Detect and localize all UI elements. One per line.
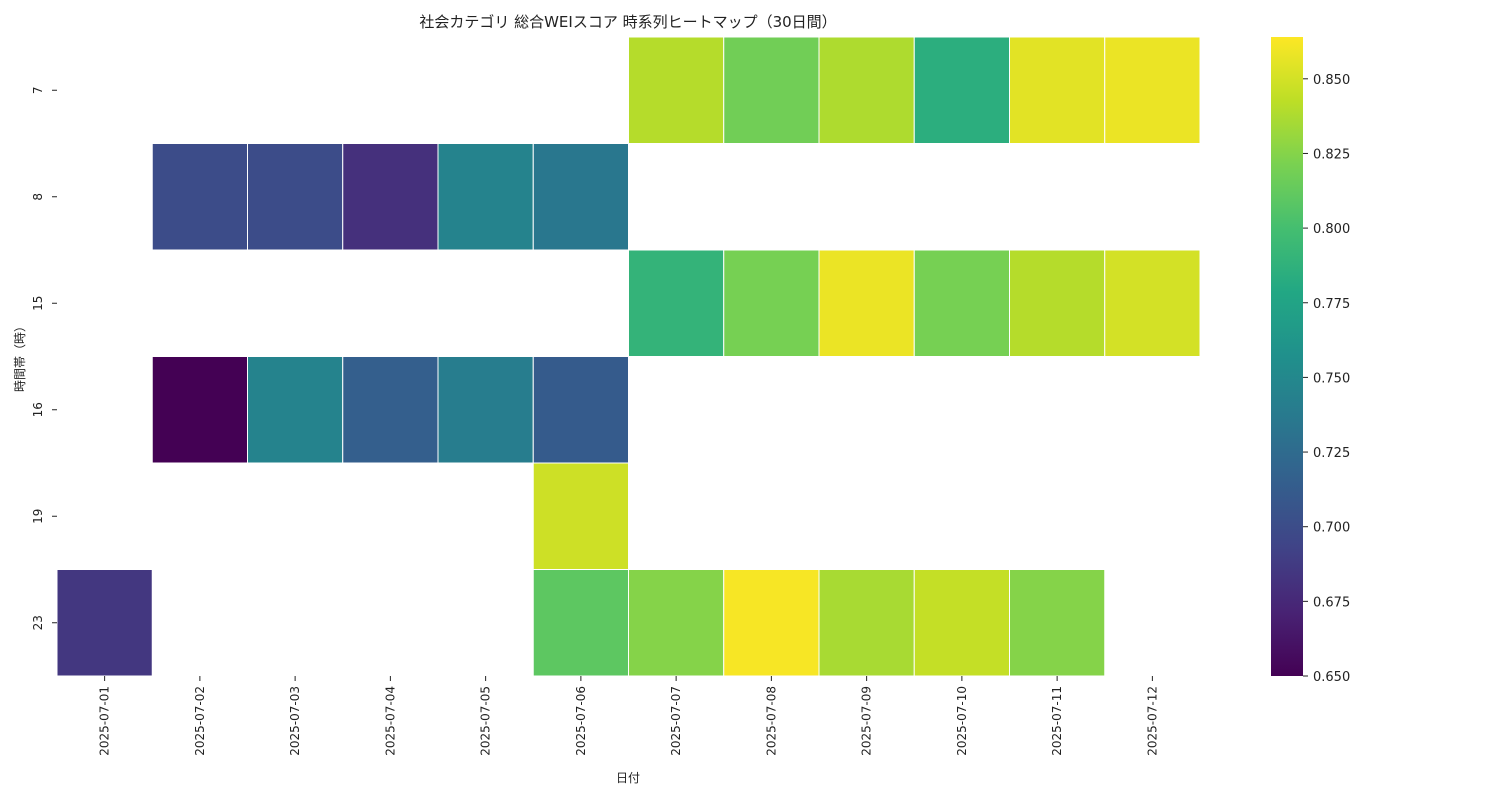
heatmap-cell (818, 569, 915, 677)
colorbar (1271, 37, 1303, 676)
heatmap-cell (56, 569, 153, 677)
x-tick-label: 2025-07-10 (955, 686, 969, 756)
y-axis-label: 時間帯（時） (13, 320, 27, 392)
colorbar-tick-label: 0.725 (1313, 446, 1350, 461)
heatmap-cell (723, 569, 820, 677)
heatmap-cell (532, 143, 629, 251)
x-tick-label: 2025-07-12 (1145, 686, 1159, 756)
heatmap-cell (1009, 569, 1106, 677)
heatmap-cell (151, 143, 248, 251)
x-tick-label: 2025-07-01 (98, 686, 112, 756)
colorbar-ticks: 0.650 0.675 0.700 0.725 0.750 0.775 0.800 0.825… (1303, 73, 1350, 685)
y-tick-label: 23 (31, 615, 45, 630)
heatmap-cell (151, 356, 248, 464)
chart-title: 社会カテゴリ 総合WEIスコア 時系列ヒートマップ（30日間） (419, 13, 836, 31)
y-axis-ticks: 7 8 15 16 19 23 (31, 86, 57, 630)
x-tick-label: 2025-07-08 (764, 686, 778, 756)
heatmap-cell (342, 356, 439, 464)
heatmap-cell (1104, 36, 1201, 144)
y-tick-label: 7 (31, 86, 45, 94)
heatmap-cell (818, 36, 915, 144)
x-tick-label: 2025-07-03 (288, 686, 302, 756)
heatmap-cell (818, 249, 915, 357)
x-tick-label: 2025-07-11 (1050, 686, 1064, 756)
y-tick-label: 15 (31, 296, 45, 311)
x-tick-label: 2025-07-06 (574, 686, 588, 756)
colorbar-tick-label: 0.675 (1313, 595, 1350, 610)
x-tick-label: 2025-07-07 (669, 686, 683, 756)
heatmap-cell (723, 249, 820, 357)
x-tick-label: 2025-07-09 (860, 686, 874, 756)
heatmap-cell (913, 569, 1010, 677)
x-tick-label: 2025-07-04 (383, 686, 397, 756)
heatmap-cell (913, 36, 1010, 144)
heatmap-cell (628, 36, 725, 144)
heatmap-cell (913, 249, 1010, 357)
heatmap-cell (628, 249, 725, 357)
heatmap-cell (247, 143, 344, 251)
heatmap-cell (437, 356, 534, 464)
heatmap-cell (532, 356, 629, 464)
x-axis-ticks: 2025-07-01 2025-07-02 2025-07-03 2025-07-04… (98, 676, 1159, 756)
heatmap-cell (723, 36, 820, 144)
x-tick-label: 2025-07-02 (193, 686, 207, 756)
colorbar-tick-label: 0.700 (1313, 521, 1350, 536)
colorbar-tick-label: 0.850 (1313, 73, 1350, 88)
y-tick-label: 19 (31, 509, 45, 524)
colorbar-tick-label: 0.750 (1313, 371, 1350, 386)
y-tick-label: 16 (31, 402, 45, 417)
heatmap-cell (342, 143, 439, 251)
y-tick-label: 8 (31, 193, 45, 201)
colorbar-tick-label: 0.775 (1313, 297, 1350, 312)
x-tick-label: 2025-07-05 (479, 686, 493, 756)
heatmap-cell (437, 143, 534, 251)
heatmap-cell (1009, 249, 1106, 357)
heatmap-cell (1104, 249, 1201, 357)
heatmap-cells (56, 36, 1201, 677)
heatmap-cell (1009, 36, 1106, 144)
colorbar-tick-label: 0.800 (1313, 222, 1350, 237)
heatmap-cell (532, 569, 629, 677)
x-axis-label: 日付 (616, 771, 640, 785)
heatmap-cell (247, 356, 344, 464)
colorbar-tick-label: 0.650 (1313, 670, 1350, 685)
colorbar-tick-label: 0.825 (1313, 147, 1350, 162)
heatmap-cell (532, 462, 629, 570)
heatmap-cell (628, 569, 725, 677)
